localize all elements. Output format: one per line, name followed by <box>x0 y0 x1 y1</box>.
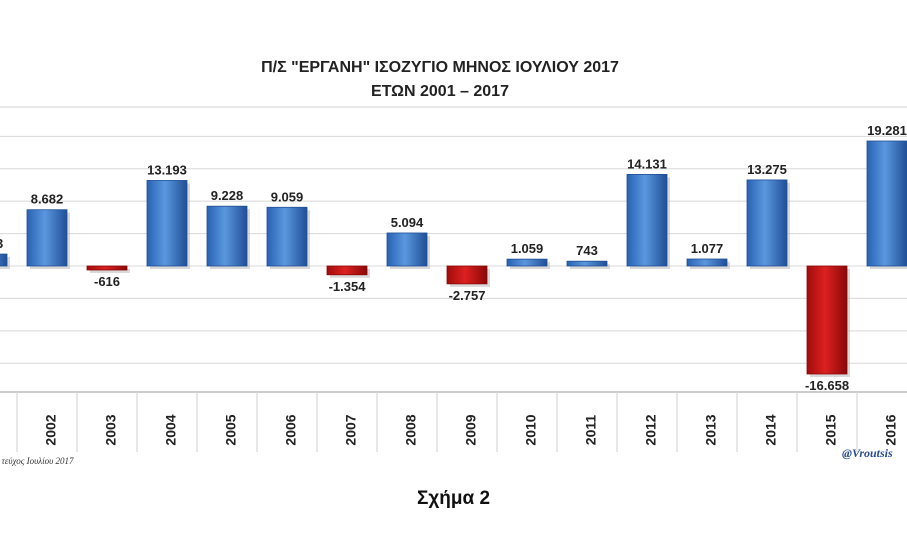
value-label-2011: 743 <box>576 243 598 258</box>
value-label-2003: -616 <box>94 274 120 289</box>
year-label-2015: 2015 <box>823 414 839 445</box>
bar-2004 <box>146 180 188 267</box>
year-label-2010: 2010 <box>523 414 539 445</box>
bar-shadow <box>570 264 610 269</box>
value-label-2002: 8.682 <box>31 192 64 207</box>
source-note: Πηγή: ΕΡΓΑΝΗ, τεύχος Ιουλίου 2017 <box>0 456 74 466</box>
bar-2015 <box>806 265 848 375</box>
bar-2001 <box>0 253 8 267</box>
year-label-2005: 2005 <box>223 414 239 445</box>
credit-label: @Vroutsis <box>842 446 893 460</box>
year-label-2009: 2009 <box>463 414 479 445</box>
bars <box>0 140 907 377</box>
value-label-2006: 9.059 <box>271 189 304 204</box>
value-label-2013: 1.077 <box>691 241 724 256</box>
chart-title-line-1: Π/Σ "ΕΡΓΑΝΗ" ΙΣΟΖΥΓΙΟ ΜΗΝΟΣ ΙΟΥΛΙΟΥ 2017 <box>261 59 619 76</box>
value-label-2007: -1.354 <box>329 279 367 294</box>
value-label-2010: 1.059 <box>511 241 544 256</box>
year-label-2007: 2007 <box>343 414 359 445</box>
bar-2006 <box>266 206 308 267</box>
year-label-2013: 2013 <box>703 414 719 445</box>
year-label-2014: 2014 <box>763 414 779 445</box>
bar-2014 <box>746 179 788 267</box>
value-label-2015: -16.658 <box>805 378 849 393</box>
value-label-2005: 9.228 <box>211 188 244 203</box>
year-label-2011: 2011 <box>583 415 599 446</box>
figure-caption: Σχήμα 2 <box>416 488 491 509</box>
bar-2002 <box>26 209 68 267</box>
year-label-2006: 2006 <box>283 414 299 445</box>
x-axis: 2001200220032004200520062007200820092010… <box>0 391 907 452</box>
bar-2008 <box>386 232 428 267</box>
value-label-2009: -2.757 <box>449 288 486 303</box>
chart-title-line-2: ΕΤΩΝ 2001 – 2017 <box>371 83 509 100</box>
bar-2011 <box>566 260 608 267</box>
value-label-2008: 5.094 <box>391 215 424 230</box>
bar-shadow <box>90 269 130 273</box>
bar-2003 <box>86 265 128 271</box>
bar-2010 <box>506 258 548 267</box>
value-labels: 1.843 8.682 -616 13.193 9.228 9.059 -1.354 5.09… <box>0 123 907 393</box>
value-label-2012: 14.131 <box>627 156 667 171</box>
value-label-2014: 13.275 <box>747 162 787 177</box>
bar-2009 <box>446 265 488 285</box>
year-label-2002: 2002 <box>43 414 59 445</box>
value-label-2001: 1.843 <box>0 236 3 251</box>
bar-2005 <box>206 205 248 267</box>
value-label-2016: 19.281 <box>867 123 907 138</box>
bar-2007 <box>326 265 368 276</box>
year-label-2012: 2012 <box>643 414 659 445</box>
bar-2016 <box>866 140 907 267</box>
value-label-2004: 13.193 <box>147 162 187 177</box>
year-label-2004: 2004 <box>163 414 179 445</box>
bar-2012 <box>626 173 668 267</box>
year-label-2003: 2003 <box>103 414 119 445</box>
bar-2013 <box>686 258 728 267</box>
year-label-2016: 2016 <box>883 414 899 445</box>
year-label-2008: 2008 <box>403 414 419 445</box>
